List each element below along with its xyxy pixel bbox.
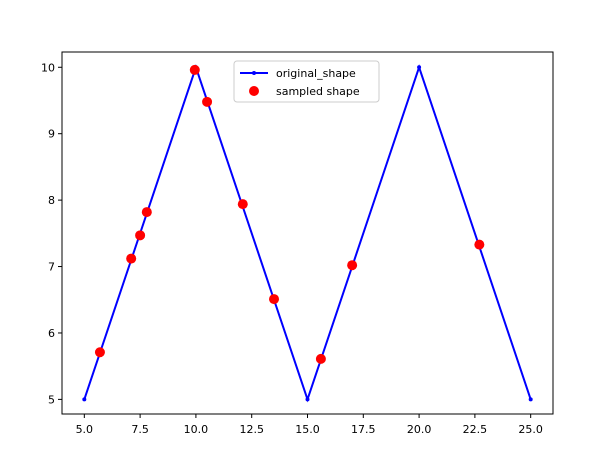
original-shape-point: [305, 397, 310, 402]
sampled-shape-point: [189, 64, 200, 75]
sampled-shape-point: [315, 353, 326, 364]
x-tick-label: 7.5: [131, 423, 149, 436]
y-tick-label: 10: [41, 61, 55, 74]
legend-label-sampled-shape: sampled shape: [276, 85, 360, 98]
sampled-shape-point: [202, 96, 213, 107]
x-tick-label: 15.0: [295, 423, 320, 436]
sampled-shape-point: [94, 347, 105, 358]
plot-area: [82, 64, 533, 403]
sampled-shape-point: [237, 199, 248, 210]
x-tick-label: 17.5: [351, 423, 376, 436]
y-tick-label: 8: [48, 194, 55, 207]
x-tick-label: 5.0: [76, 423, 94, 436]
axes-frame: [61, 51, 554, 415]
y-tick-label: 5: [48, 393, 55, 406]
legend-marker-original-shape: [252, 71, 256, 75]
y-tick-label: 7: [48, 261, 55, 274]
sampled-shape-point: [269, 294, 280, 305]
sampled-shape-point: [347, 260, 358, 271]
sampled-shape-point: [126, 253, 137, 264]
x-axis: 5.0 7.5 10.0 12.5 15.0 17.5 20.0 22.5 25.0: [76, 414, 543, 436]
x-tick-label: 20.0: [407, 423, 432, 436]
x-tick-label: 22.5: [463, 423, 488, 436]
x-tick-label: 25.0: [518, 423, 543, 436]
original-shape-point: [417, 65, 422, 70]
legend-box: [233, 60, 380, 103]
y-tick-label: 9: [48, 128, 55, 141]
legend: original_shape sampled shape: [233, 60, 380, 103]
x-tick-label: 10.0: [184, 423, 209, 436]
original-shape-point: [528, 397, 533, 402]
y-tick-label: 6: [48, 327, 55, 340]
y-axis: 5 6 7 8 9 10: [41, 61, 62, 406]
legend-marker-sampled-shape: [249, 86, 259, 96]
legend-label-original-shape: original_shape: [276, 67, 356, 80]
series-line-original-shape: [83, 64, 532, 403]
original-shape-point: [82, 397, 87, 402]
sampled-shape-point: [141, 207, 152, 218]
sampled-shape-point: [135, 230, 146, 241]
x-tick-label: 12.5: [239, 423, 264, 436]
sampled-shape-point: [474, 239, 485, 250]
